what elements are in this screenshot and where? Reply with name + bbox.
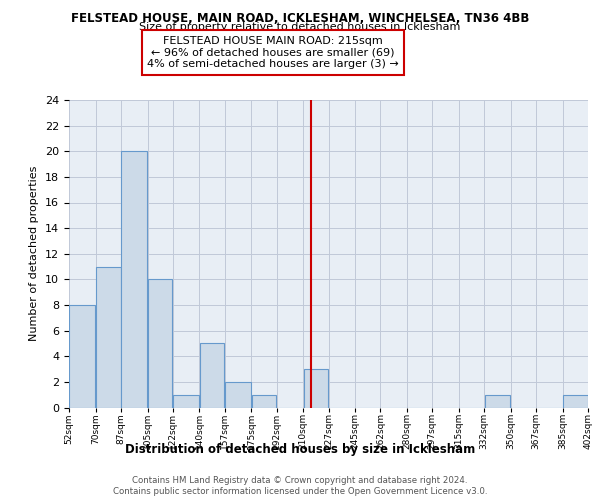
- Text: Contains HM Land Registry data © Crown copyright and database right 2024.: Contains HM Land Registry data © Crown c…: [132, 476, 468, 485]
- Bar: [200, 344, 224, 407]
- Text: Size of property relative to detached houses in Icklesham: Size of property relative to detached ho…: [139, 22, 461, 32]
- Bar: [225, 382, 251, 407]
- Bar: [96, 266, 121, 408]
- Text: Contains public sector information licensed under the Open Government Licence v3: Contains public sector information licen…: [113, 487, 487, 496]
- Bar: [563, 394, 587, 407]
- Y-axis label: Number of detached properties: Number of detached properties: [29, 166, 40, 342]
- Bar: [173, 394, 199, 407]
- Text: Distribution of detached houses by size in Icklesham: Distribution of detached houses by size …: [125, 442, 475, 456]
- Bar: [485, 394, 511, 407]
- Bar: [148, 280, 172, 407]
- Text: FELSTEAD HOUSE MAIN ROAD: 215sqm
← 96% of detached houses are smaller (69)
4% of: FELSTEAD HOUSE MAIN ROAD: 215sqm ← 96% o…: [147, 36, 399, 69]
- Bar: [121, 151, 147, 407]
- Bar: [70, 305, 95, 408]
- Bar: [304, 369, 328, 408]
- Text: FELSTEAD HOUSE, MAIN ROAD, ICKLESHAM, WINCHELSEA, TN36 4BB: FELSTEAD HOUSE, MAIN ROAD, ICKLESHAM, WI…: [71, 12, 529, 26]
- Bar: [252, 394, 276, 407]
